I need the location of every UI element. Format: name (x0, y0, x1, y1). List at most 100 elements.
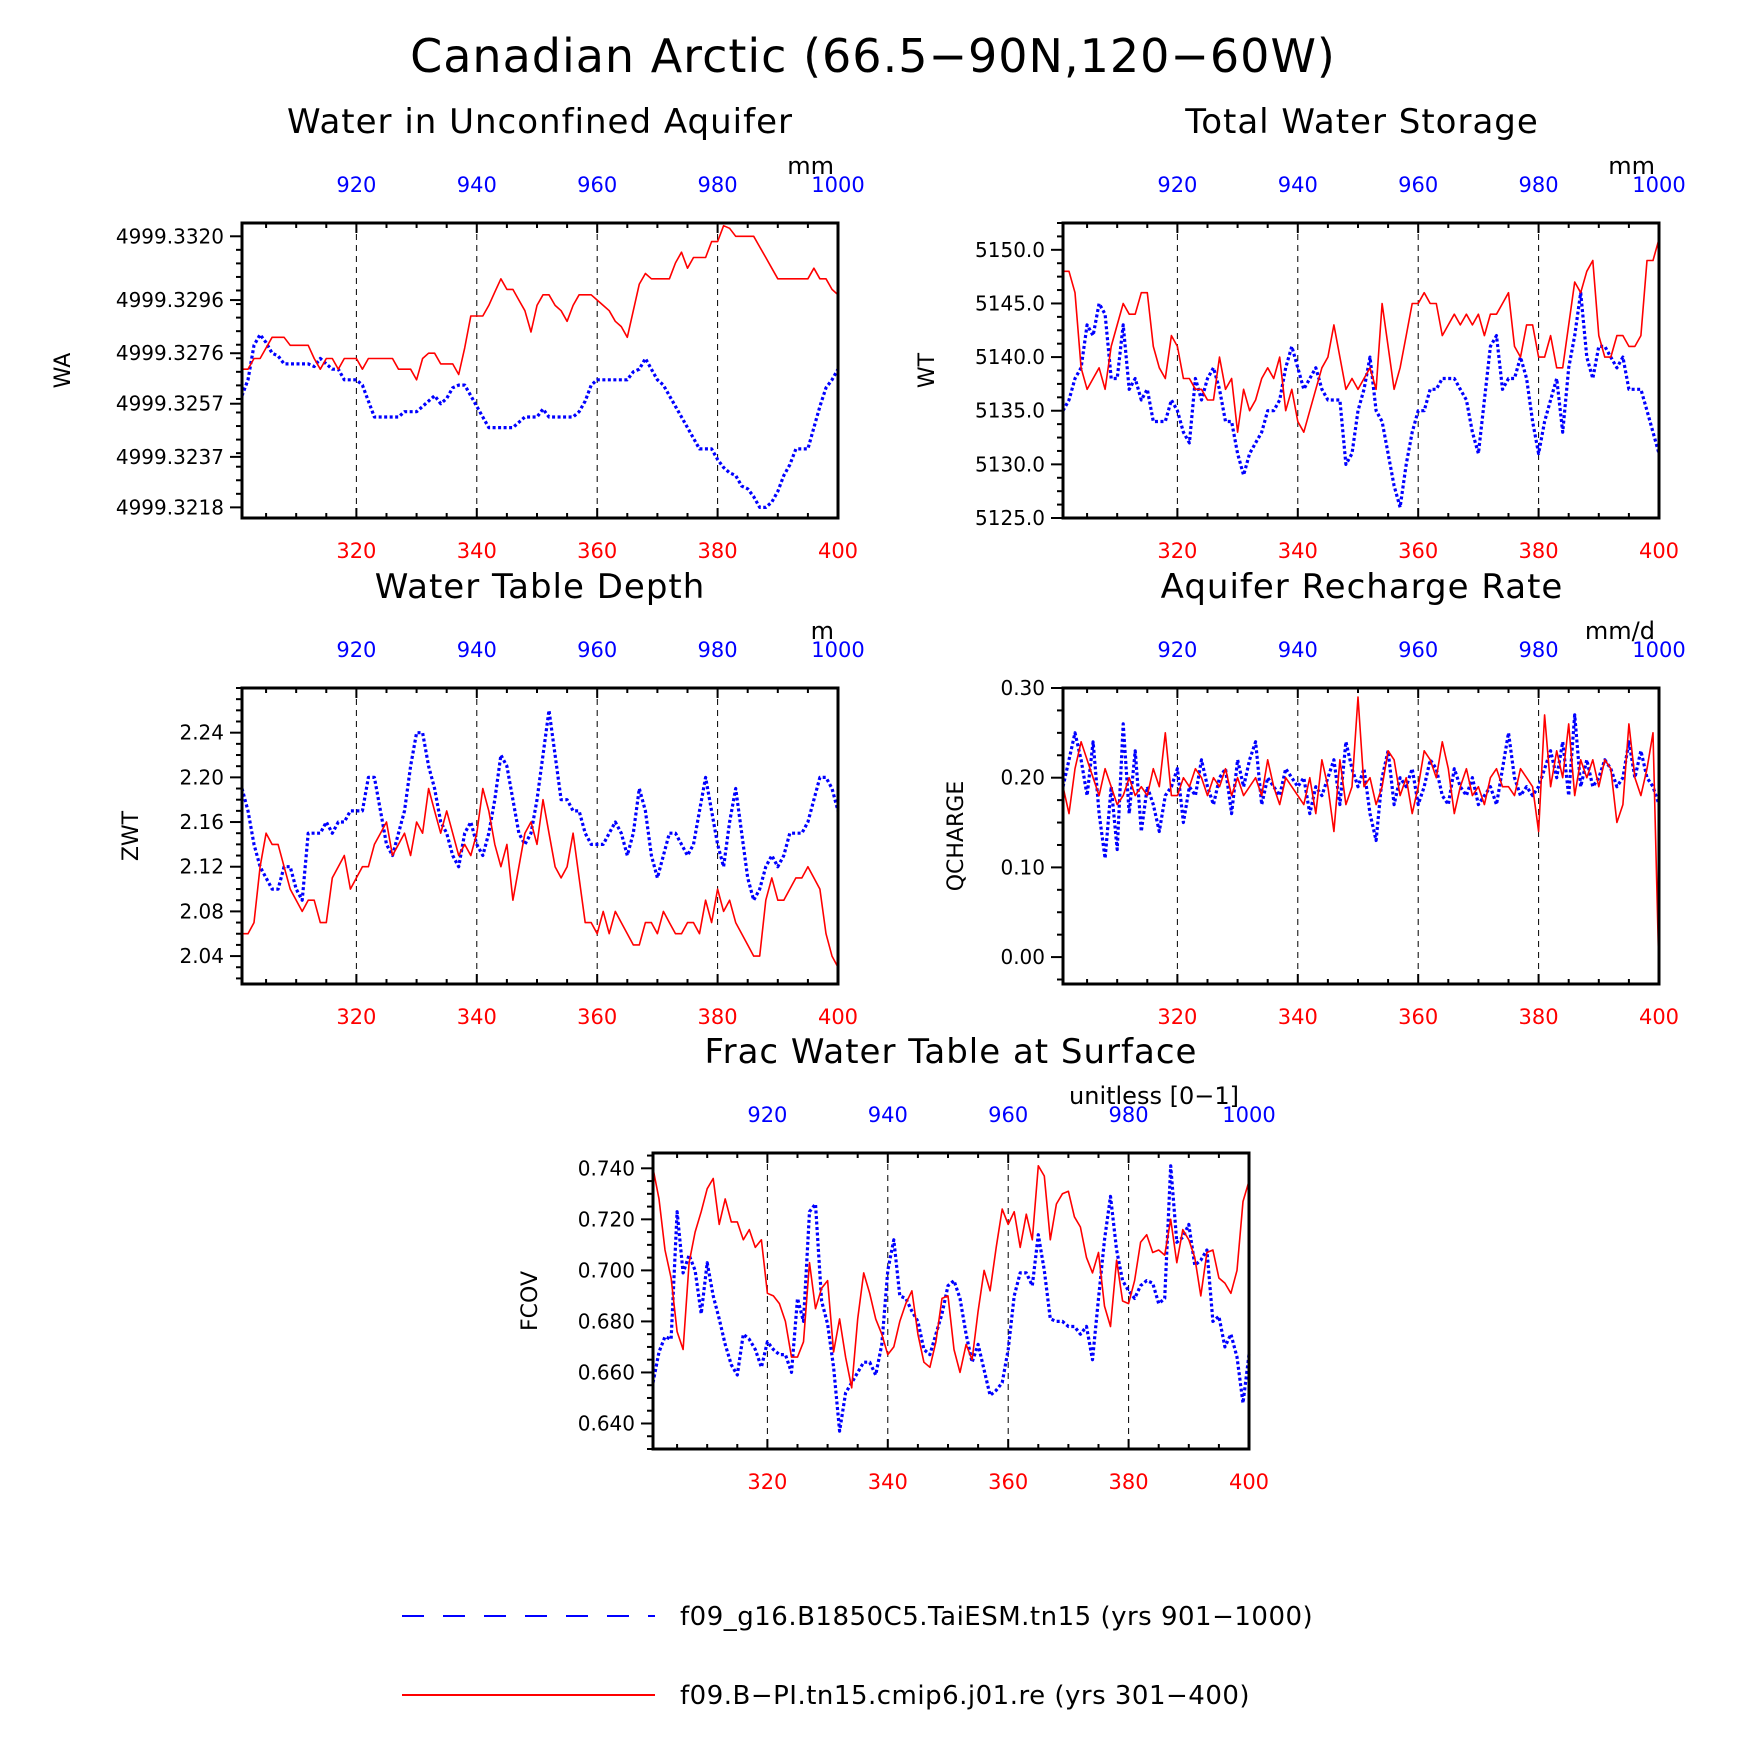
y-tick-label: 4999.3218 (116, 495, 224, 519)
x-tick-label-bottom: 340 (457, 1005, 497, 1029)
plot-frame (240, 686, 840, 986)
x-tick-label-bottom: 340 (868, 1470, 908, 1494)
units-label: mm (1608, 152, 1655, 180)
x-tick-label-top: 1000 (811, 638, 864, 662)
x-tick-label-top: 1000 (1632, 173, 1685, 197)
series-line-blue (1061, 713, 1661, 861)
y-tick-label: 0.660 (578, 1360, 635, 1384)
y-tick-label: 0.30 (1000, 676, 1045, 700)
x-tick-label-bottom: 380 (698, 1005, 738, 1029)
y-tick-label: 5135.0 (975, 399, 1045, 423)
x-tick-label-bottom: 360 (577, 1005, 617, 1029)
x-tick-label-bottom: 360 (988, 1470, 1028, 1494)
panel-4: 320 340 360 380 400 920 940 960 980 1000 0.640 0.66… (518, 1032, 1276, 1494)
x-tick-label-top: 920 (336, 173, 376, 197)
y-tick-label: 2.20 (179, 765, 224, 789)
series-line-blue (240, 708, 840, 902)
y-tick-label: 2.04 (179, 944, 224, 968)
x-tick-label-top: 1000 (1632, 638, 1685, 662)
legend-label-series-a: f09_g16.B1850C5.TaiESM.tn15 (yrs 901−100… (680, 1602, 1313, 1632)
y-axis-label: FCOV (518, 1271, 543, 1331)
y-tick-label: 0.640 (578, 1411, 635, 1435)
series-line-blue (240, 333, 840, 509)
y-tick-label: 2.12 (179, 855, 224, 879)
y-tick-label: 4999.3320 (116, 224, 224, 248)
x-tick-label-bottom: 380 (698, 539, 738, 563)
y-axis-label: WT (915, 352, 940, 388)
panel-2: 320 340 360 380 400 920 940 960 980 1000 2.04 2.08 2… (119, 567, 865, 1029)
x-tick-label-top: 980 (1519, 173, 1559, 197)
panel-title: Aquifer Recharge Rate (1161, 567, 1564, 607)
x-tick-label-top: 960 (577, 173, 617, 197)
x-tick-label-bottom: 380 (1519, 539, 1559, 563)
series-line-red (652, 1165, 1250, 1389)
units-label: unitless [0−1] (1069, 1082, 1239, 1110)
series-line-red (1063, 238, 1660, 434)
figure-title: Canadian Arctic (66.5−90N,120−60W) (410, 29, 1336, 83)
x-tick-label-top: 960 (988, 1103, 1028, 1127)
x-tick-label-bottom: 340 (457, 539, 497, 563)
y-tick-label: 4999.3296 (116, 288, 224, 312)
plot-frame (651, 1151, 1251, 1451)
x-tick-label-top: 920 (747, 1103, 787, 1127)
x-tick-label-bottom: 380 (1519, 1005, 1559, 1029)
x-tick-label-bottom: 320 (1157, 539, 1197, 563)
series-line-blue (1061, 291, 1661, 509)
x-tick-label-top: 1000 (811, 173, 864, 197)
x-tick-label-top: 920 (1157, 638, 1197, 662)
series-line-red (242, 224, 839, 381)
y-tick-label: 5145.0 (975, 291, 1045, 315)
x-tick-label-bottom: 380 (1109, 1470, 1149, 1494)
panel-title: Water Table Depth (375, 567, 706, 607)
x-tick-label-bottom: 360 (577, 539, 617, 563)
x-tick-label-bottom: 320 (747, 1470, 787, 1494)
y-tick-label: 0.10 (1000, 855, 1045, 879)
x-tick-label-top: 940 (1278, 173, 1318, 197)
y-tick-label: 2.08 (179, 899, 224, 923)
y-tick-label: 0.720 (578, 1207, 635, 1231)
panel-title: Frac Water Table at Surface (705, 1032, 1198, 1072)
series-line-red (1062, 696, 1660, 976)
y-axis-label: QCHARGE (944, 781, 969, 892)
units-label: mm (787, 152, 834, 180)
y-tick-label: 4999.3237 (116, 445, 224, 469)
panel-title: Total Water Storage (1184, 102, 1539, 142)
units-label: mm/d (1585, 617, 1655, 645)
x-tick-label-bottom: 340 (1278, 539, 1318, 563)
panel-1: 320 340 360 380 400 920 940 960 980 1000 5125.0 513… (915, 102, 1686, 563)
x-tick-label-bottom: 400 (1229, 1470, 1269, 1494)
y-tick-label: 2.24 (179, 721, 224, 745)
chart-panels: 320 340 360 380 400 920 940 960 980 1000 4999.3218… (51, 102, 1686, 1494)
plot-frame (240, 221, 840, 520)
y-tick-label: 5150.0 (975, 238, 1045, 262)
panel-3: 320 340 360 380 400 920 940 960 980 1000 0.00 0.10 0… (944, 567, 1686, 1029)
panel-0: 320 340 360 380 400 920 940 960 980 1000 4999.3218… (51, 102, 865, 563)
x-tick-label-bottom: 320 (336, 1005, 376, 1029)
x-tick-label-bottom: 320 (336, 539, 376, 563)
plot-frame (1061, 686, 1661, 986)
x-tick-label-top: 940 (1278, 638, 1318, 662)
y-tick-label: 0.00 (1000, 945, 1045, 969)
legend: f09_g16.B1850C5.TaiESM.tn15 (yrs 901−100… (402, 1602, 1313, 1711)
x-tick-label-top: 960 (1398, 638, 1438, 662)
y-tick-label: 5125.0 (975, 506, 1045, 530)
x-tick-label-top: 1000 (1222, 1103, 1275, 1127)
x-tick-label-top: 980 (1109, 1103, 1149, 1127)
y-axis-label: ZWT (119, 810, 144, 861)
x-tick-label-top: 940 (868, 1103, 908, 1127)
y-tick-label: 4999.3276 (116, 341, 224, 365)
y-tick-label: 0.20 (1000, 766, 1045, 790)
legend-label-series-b: f09.B−PI.tn15.cmip6.j01.re (yrs 301−400) (680, 1681, 1250, 1711)
series-line-red (242, 787, 839, 968)
x-tick-label-top: 940 (457, 638, 497, 662)
x-tick-label-top: 960 (1398, 173, 1438, 197)
x-tick-label-top: 960 (577, 638, 617, 662)
y-tick-label: 2.16 (179, 810, 224, 834)
x-tick-label-top: 980 (1519, 638, 1559, 662)
x-tick-label-bottom: 340 (1278, 1005, 1318, 1029)
y-tick-label: 4999.3257 (116, 392, 224, 416)
y-tick-label: 0.740 (578, 1156, 635, 1180)
x-tick-label-top: 920 (1157, 173, 1197, 197)
x-tick-label-top: 920 (336, 638, 376, 662)
